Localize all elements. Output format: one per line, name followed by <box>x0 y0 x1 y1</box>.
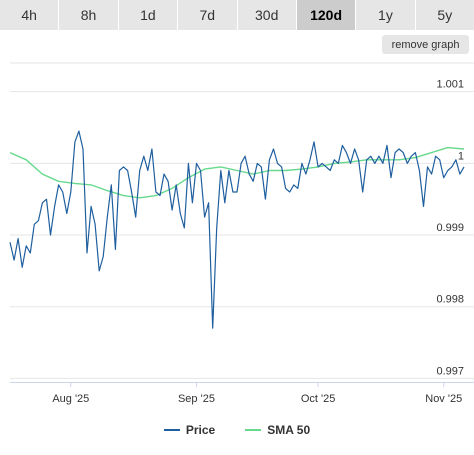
series <box>9 130 465 329</box>
x-tick-label: Aug '25 <box>52 393 89 405</box>
price-chart: 0.997 0.998 0.999 1 1.001 Aug '25 Sep '25 Oct … <box>9 62 474 405</box>
y-tick-label: 1 <box>458 150 464 162</box>
range-tab-7d[interactable]: 7d <box>178 0 238 30</box>
legend-label-sma: SMA 50 <box>267 423 311 437</box>
range-tabs: 4h 8h 1d 7d 30d 120d 1y 5y <box>0 0 474 30</box>
y-tick-label: 0.997 <box>436 365 464 377</box>
range-tab-8h[interactable]: 8h <box>59 0 119 30</box>
x-axis-ticks: Aug '25 Sep '25 Oct '25 Nov '25 <box>52 382 462 405</box>
x-tick-label: Oct '25 <box>301 393 336 405</box>
legend: Price SMA 50 <box>0 420 474 440</box>
y-tick-label: 0.999 <box>436 222 464 234</box>
range-tab-5y[interactable]: 5y <box>415 0 474 30</box>
range-tab-4h[interactable]: 4h <box>0 0 60 30</box>
price-series-line <box>9 130 465 329</box>
x-tick-label: Nov '25 <box>425 393 462 405</box>
range-tab-1d[interactable]: 1d <box>118 0 179 30</box>
x-tick-label: Sep '25 <box>178 393 215 405</box>
legend-swatch-sma <box>245 429 262 431</box>
range-tab-120d[interactable]: 120d <box>296 0 357 30</box>
legend-swatch-price <box>163 429 180 431</box>
range-tab-1y[interactable]: 1y <box>356 0 416 30</box>
range-tab-30d[interactable]: 30d <box>237 0 297 30</box>
legend-item-price[interactable]: Price <box>163 423 216 437</box>
remove-graph-button[interactable]: remove graph <box>382 35 469 54</box>
legend-label-price: Price <box>185 423 216 437</box>
y-tick-label: 1.001 <box>436 79 464 91</box>
grid-lines <box>10 62 474 383</box>
y-tick-label: 0.998 <box>436 294 464 306</box>
legend-item-sma[interactable]: SMA 50 <box>245 423 310 437</box>
y-axis-ticks: 0.997 0.998 0.999 1 1.001 <box>436 79 464 378</box>
